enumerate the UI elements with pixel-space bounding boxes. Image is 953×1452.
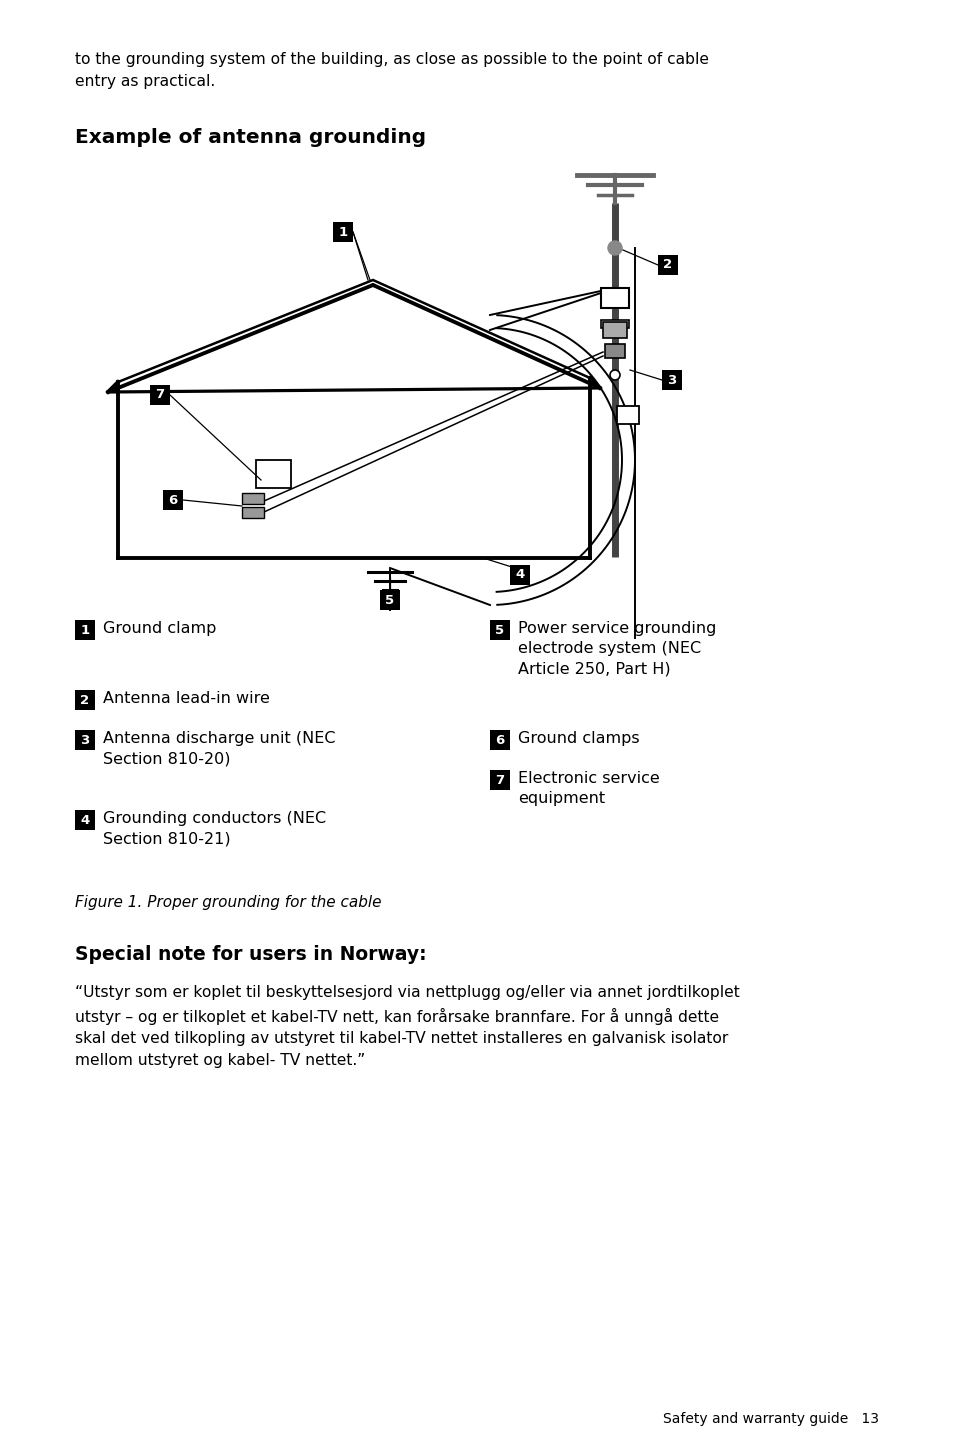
- Text: Electronic service
equipment: Electronic service equipment: [517, 771, 659, 806]
- Bar: [75, 620, 95, 640]
- Bar: [658, 256, 678, 274]
- Bar: [163, 489, 183, 510]
- Text: 4: 4: [80, 813, 90, 826]
- Text: Ground clamps: Ground clamps: [517, 730, 639, 746]
- Bar: [661, 370, 681, 391]
- Bar: [242, 494, 264, 504]
- Text: 2: 2: [80, 694, 90, 707]
- Bar: [490, 730, 510, 751]
- Bar: [510, 565, 530, 585]
- Text: Antenna lead-in wire: Antenna lead-in wire: [103, 691, 270, 706]
- Text: 7: 7: [155, 389, 164, 402]
- Bar: [602, 322, 626, 338]
- Text: Example of antenna grounding: Example of antenna grounding: [75, 128, 426, 147]
- Bar: [75, 730, 95, 751]
- Bar: [75, 690, 95, 710]
- Bar: [75, 810, 95, 831]
- Bar: [617, 407, 639, 424]
- Bar: [600, 319, 628, 328]
- Text: Power service grounding
electrode system (NEC
Article 250, Part H): Power service grounding electrode system…: [517, 621, 716, 677]
- Text: 6: 6: [168, 494, 177, 507]
- Text: Safety and warranty guide   13: Safety and warranty guide 13: [662, 1411, 878, 1426]
- Text: 3: 3: [667, 373, 676, 386]
- Bar: [604, 344, 624, 359]
- Text: 1: 1: [338, 225, 347, 238]
- Text: “Utstyr som er koplet til beskyttelsesjord via nettplugg og/eller via annet jord: “Utstyr som er koplet til beskyttelsesjo…: [75, 984, 739, 1067]
- Text: 6: 6: [495, 733, 504, 746]
- Bar: [255, 460, 291, 488]
- Text: 5: 5: [495, 623, 504, 636]
- Circle shape: [609, 370, 619, 380]
- Text: 5: 5: [385, 594, 395, 607]
- Text: Figure 1. Proper grounding for the cable: Figure 1. Proper grounding for the cable: [75, 894, 381, 910]
- Bar: [150, 385, 170, 405]
- Bar: [333, 222, 353, 242]
- Text: to the grounding system of the building, as close as possible to the point of ca: to the grounding system of the building,…: [75, 52, 708, 89]
- Bar: [490, 620, 510, 640]
- Bar: [490, 770, 510, 790]
- Text: 3: 3: [80, 733, 90, 746]
- Text: 7: 7: [495, 774, 504, 787]
- Text: 2: 2: [662, 258, 672, 272]
- Bar: [242, 507, 264, 518]
- Text: Ground clamp: Ground clamp: [103, 621, 216, 636]
- Text: Grounding conductors (NEC
Section 810-21): Grounding conductors (NEC Section 810-21…: [103, 812, 326, 847]
- Bar: [379, 590, 399, 610]
- Text: Antenna discharge unit (NEC
Section 810-20): Antenna discharge unit (NEC Section 810-…: [103, 730, 335, 767]
- Text: 4: 4: [515, 569, 524, 581]
- Text: Special note for users in Norway:: Special note for users in Norway:: [75, 945, 426, 964]
- Text: 1: 1: [80, 623, 90, 636]
- Bar: [600, 287, 628, 308]
- Circle shape: [607, 241, 621, 256]
